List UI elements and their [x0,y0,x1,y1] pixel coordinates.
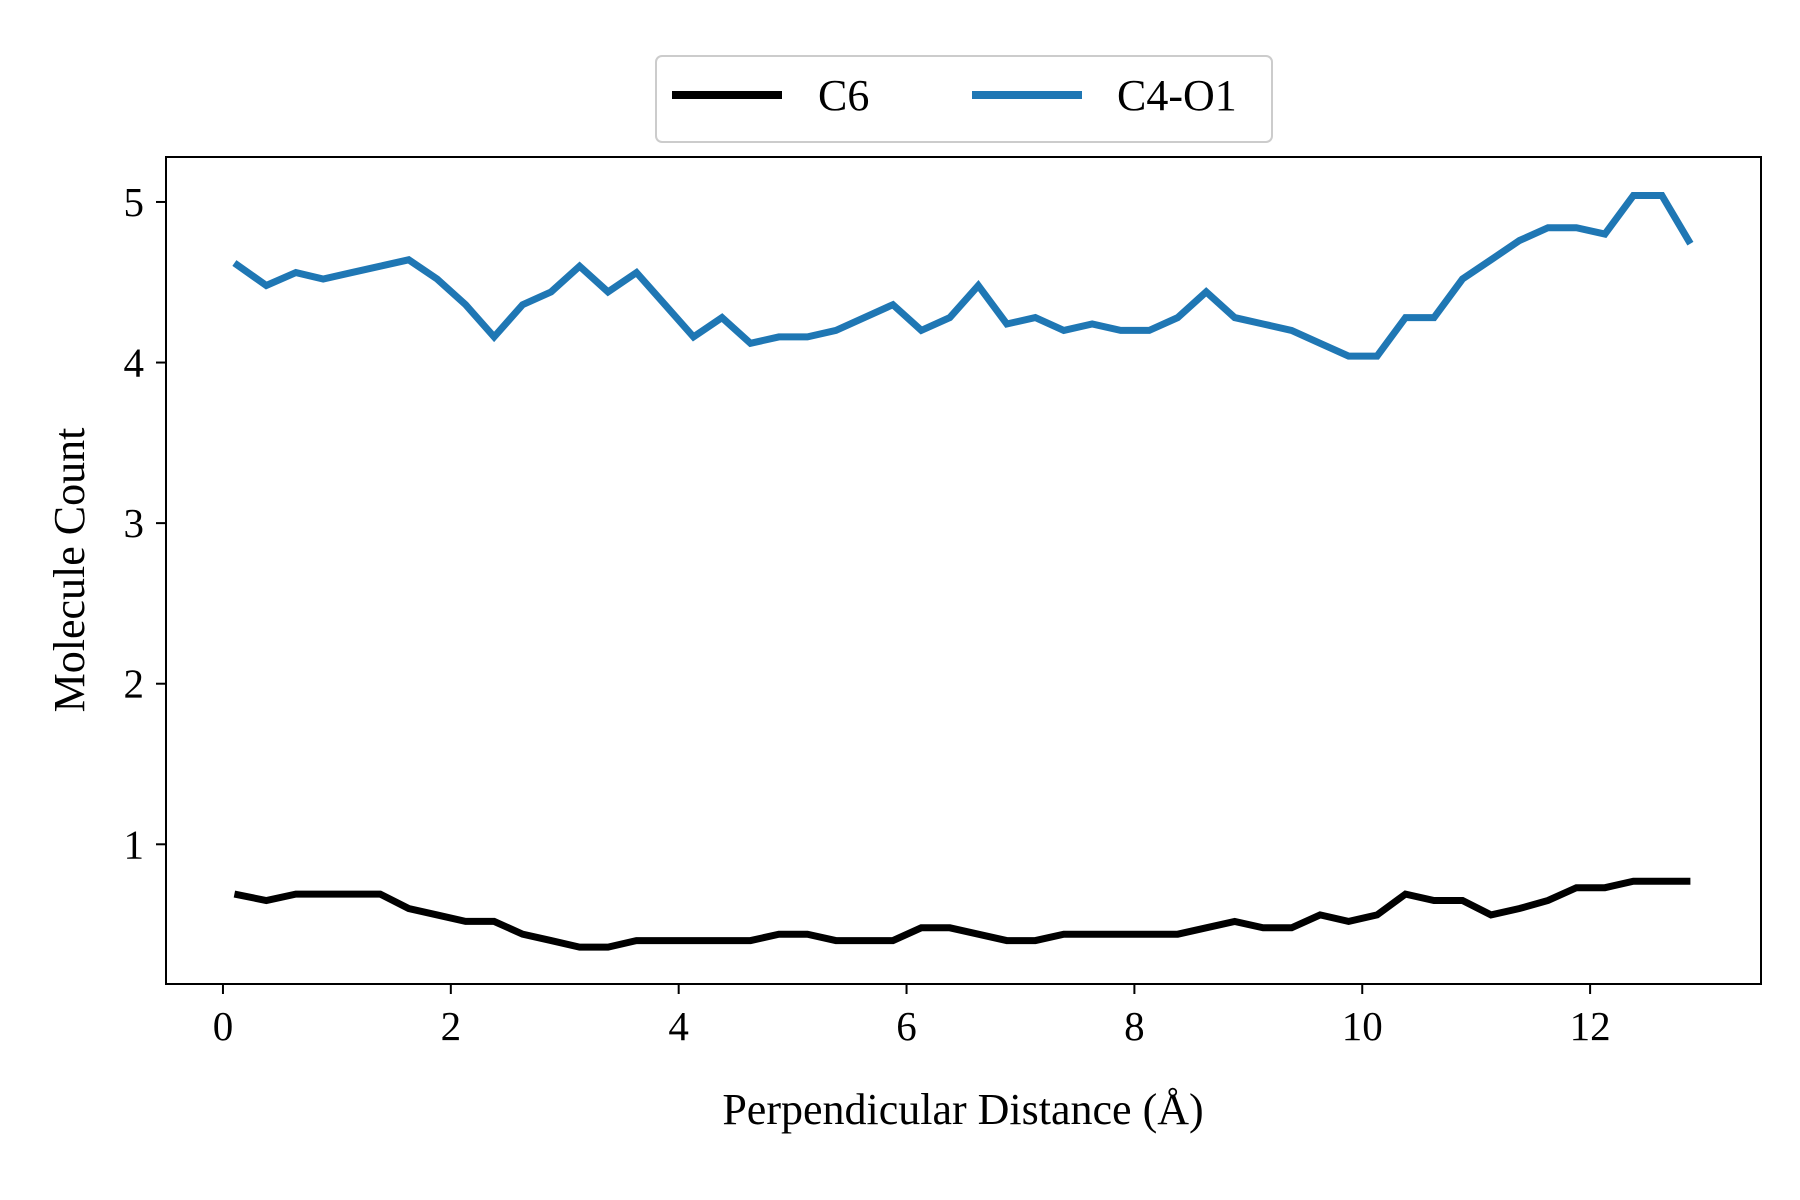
y-tick-label: 5 [124,179,145,225]
x-tick-label: 8 [1124,1003,1145,1049]
y-tick-label: 3 [124,500,145,546]
y-tick-label: 4 [124,340,145,386]
y-axis-title: Molecule Count [45,428,94,713]
x-tick-label: 0 [213,1003,234,1049]
y-axis: 1 2 3 4 5 [124,179,166,867]
legend-label-c6: C6 [818,71,869,120]
x-tick-label: 12 [1570,1003,1611,1049]
legend: C6 C4-O1 [655,55,1273,143]
y-tick-label: 2 [124,661,145,707]
plot-frame [165,156,1762,985]
series-line-c6 [233,877,1691,951]
x-tick-label: 6 [896,1003,917,1049]
x-axis: 0 2 4 6 8 10 12 [213,984,1611,1049]
x-axis-title: Perpendicular Distance (Å) [722,1085,1203,1134]
y-tick-label: 1 [124,821,145,867]
series-line-c4-o1 [232,192,1694,360]
x-tick-label: 10 [1342,1003,1383,1049]
series-layer [232,192,1694,951]
x-tick-label: 4 [668,1003,689,1049]
legend-label-c4-o1: C4-O1 [1117,71,1237,120]
legend-box [655,55,1273,143]
x-tick-label: 2 [441,1003,462,1049]
